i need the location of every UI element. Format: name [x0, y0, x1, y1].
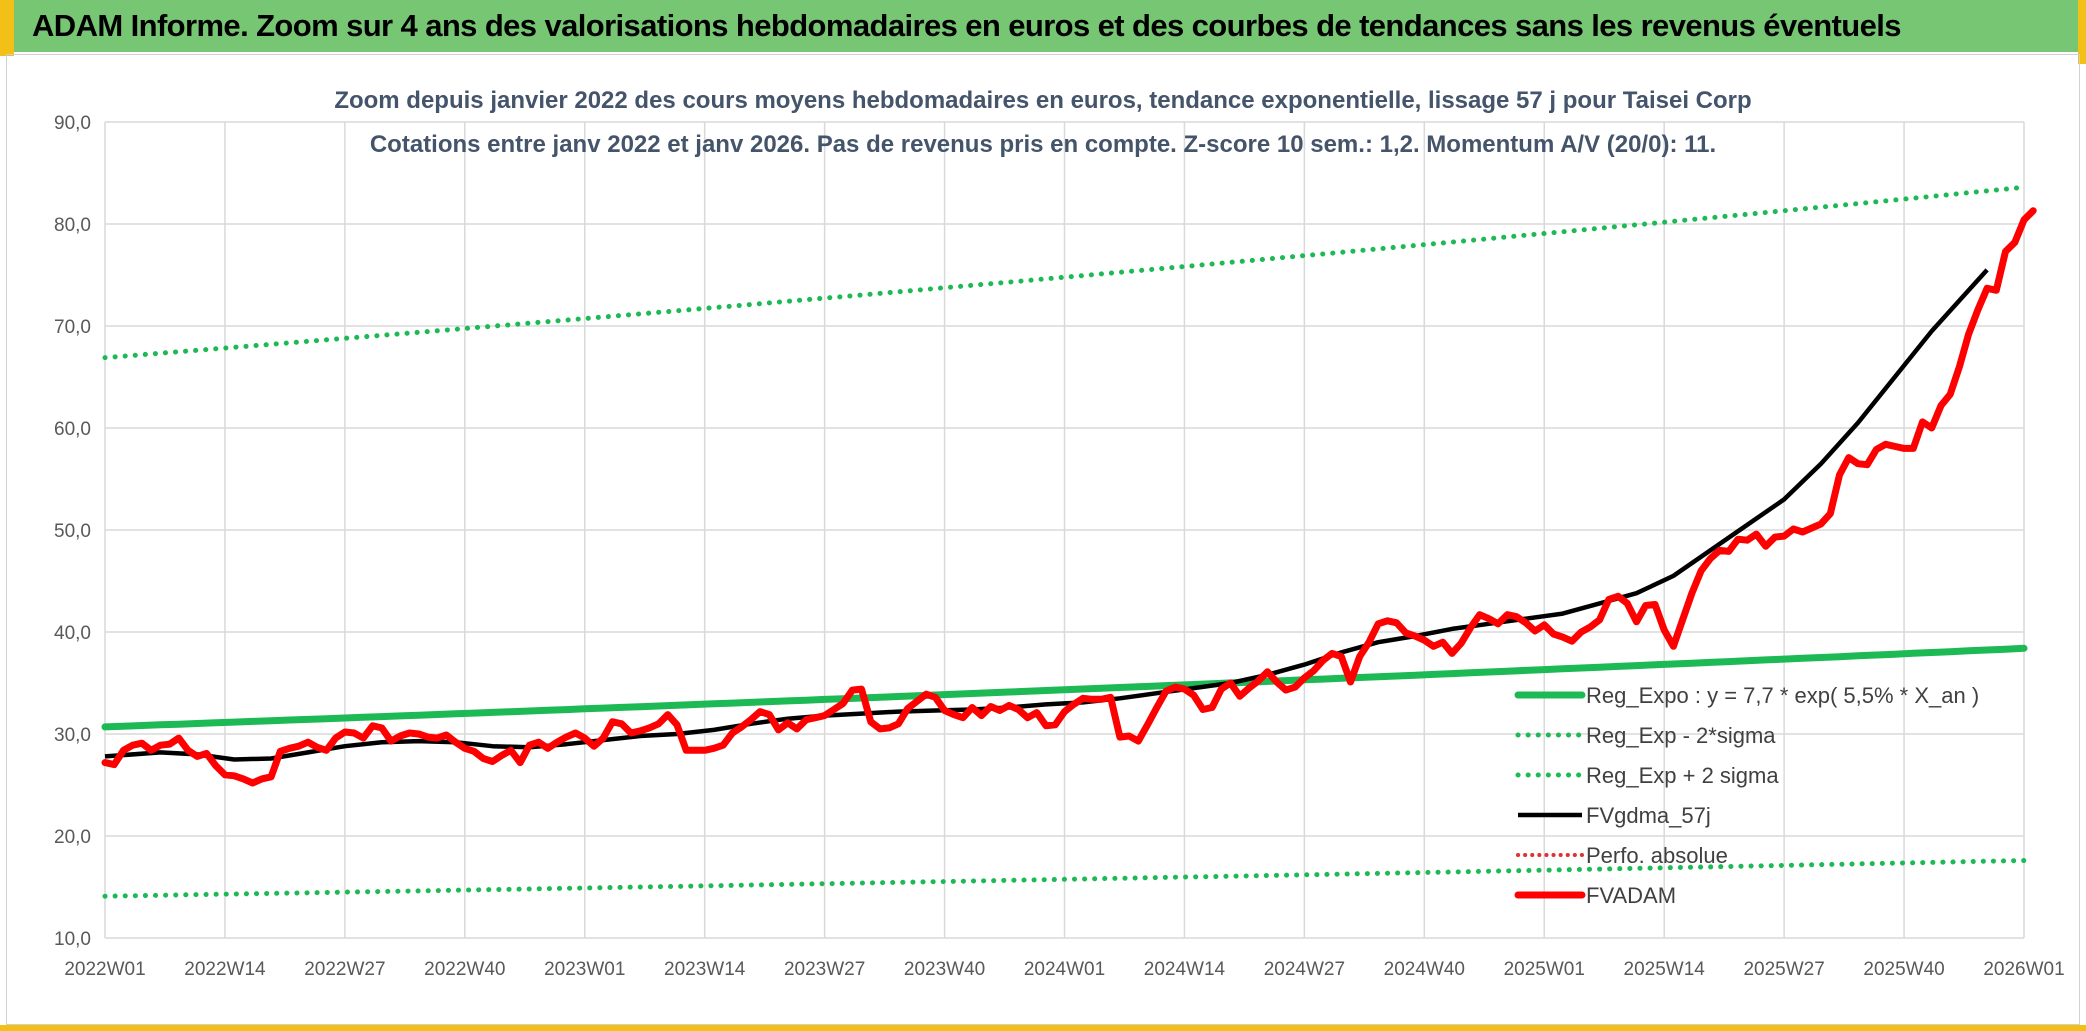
legend-label-regression-minus-2sigma: Reg_Exp - 2*sigma [1586, 723, 1776, 748]
chart-title: Zoom depuis janvier 2022 des cours moyen… [334, 87, 1751, 114]
chart-grid [104, 121, 2025, 939]
x-tick-label: 2025W40 [1863, 959, 1944, 980]
x-axis-ticks: 2022W01 2022W14 2022W27 2022W40 2023W01 2023W… [64, 959, 2064, 980]
chart-series [101, 184, 2037, 899]
x-tick-label: 2022W40 [424, 959, 505, 980]
x-tick-label: 2025W01 [1504, 959, 1585, 980]
x-tick-label: 2023W14 [664, 959, 746, 980]
legend-label-regression-line: Reg_Expo : y = 7,7 * exp( 5,5% * X_an ) [1586, 683, 1979, 708]
legend-label-absolute-performance-line: Perfo. absolue [1586, 843, 1728, 868]
y-axis-ticks: 10,0 20,0 30,0 40,0 50,0 60,0 70,0 80,0 90,0 [54, 113, 91, 950]
x-tick-label: 2026W01 [1983, 959, 2064, 980]
legend-label-moving-average-line: FVgdma_57j [1586, 803, 1711, 828]
moving-average-line [104, 268, 1989, 762]
regression-plus-2sigma [102, 184, 2027, 361]
chart-legend: Reg_Expo : y = 7,7 * exp( 5,5% * X_an ) R… [1514, 683, 1979, 908]
x-tick-label: 2025W14 [1624, 959, 1706, 980]
bottom-accent [0, 1025, 2086, 1031]
y-tick-label: 10,0 [54, 929, 91, 950]
x-tick-label: 2023W40 [904, 959, 985, 980]
regression-minus-2sigma [102, 858, 2027, 899]
y-tick-label: 80,0 [54, 215, 91, 236]
y-tick-label: 70,0 [54, 317, 91, 338]
banner-accent-right [2078, 0, 2086, 64]
x-tick-label: 2022W27 [304, 959, 385, 980]
x-tick-label: 2023W27 [784, 959, 865, 980]
fvadam-price-line [101, 207, 2037, 787]
x-tick-label: 2022W01 [64, 959, 145, 980]
x-tick-label: 2024W14 [1144, 959, 1226, 980]
y-tick-label: 50,0 [54, 521, 91, 542]
x-tick-label: 2024W27 [1264, 959, 1345, 980]
legend-label-regression-plus-2sigma: Reg_Exp + 2 sigma [1586, 763, 1779, 788]
x-tick-label: 2022W14 [184, 959, 266, 980]
chart-subtitle: Cotations entre janv 2022 et janv 2026. … [370, 131, 1716, 158]
y-tick-label: 40,0 [54, 623, 91, 644]
x-tick-label: 2024W01 [1024, 959, 1105, 980]
y-tick-label: 20,0 [54, 827, 91, 848]
x-tick-label: 2023W01 [544, 959, 625, 980]
chart-frame [6, 54, 2080, 1025]
y-tick-label: 30,0 [54, 725, 91, 746]
report-banner [0, 0, 2086, 52]
legend-label-fvadam-price-line: FVADAM [1586, 883, 1676, 908]
regression-line [101, 644, 2028, 731]
y-tick-label: 90,0 [54, 113, 91, 134]
y-tick-label: 60,0 [54, 419, 91, 440]
report-title: ADAM Informe. Zoom sur 4 ans des valoris… [32, 8, 1902, 43]
x-tick-label: 2024W40 [1384, 959, 1465, 980]
banner-accent-left [0, 0, 14, 56]
x-tick-label: 2025W27 [1743, 959, 1824, 980]
